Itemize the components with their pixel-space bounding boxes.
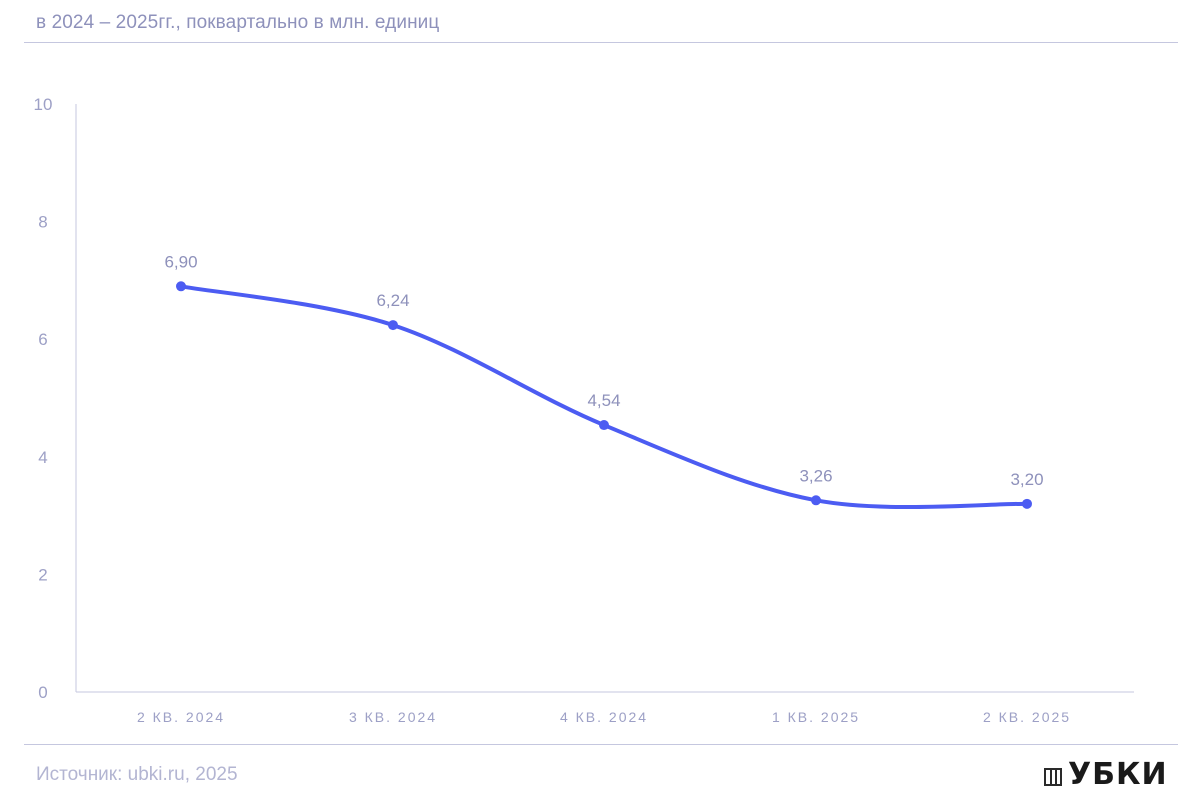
data-point: [1022, 498, 1032, 509]
ubki-logo: УБКИ: [1044, 760, 1168, 790]
x-tick-label: 2 КВ. 2025: [983, 709, 1071, 725]
data-point: [811, 495, 821, 506]
series-quarterly: 6,90 6,24 4,54 3,26 3,20: [164, 252, 1044, 510]
data-point: [388, 320, 398, 331]
data-label: 3,26: [799, 466, 832, 485]
y-tick-label: 8: [38, 213, 47, 232]
x-tick-label: 4 КВ. 2024: [560, 709, 648, 725]
line-chart: 0 2 4 6 8 10 2 КВ. 2024 3 КВ. 2024 4 КВ. 2024 1 …: [34, 95, 1134, 725]
logo-mark-icon: [1044, 768, 1062, 786]
data-point: [176, 281, 186, 292]
y-tick-label: 0: [38, 683, 47, 702]
source-note: Источник: ubki.ru, 2025: [36, 764, 238, 785]
x-tick-label: 3 КВ. 2024: [349, 709, 437, 725]
logo-text: УБКИ: [1068, 757, 1168, 792]
data-label: 6,90: [164, 252, 197, 271]
y-tick-label: 4: [38, 448, 47, 467]
y-axis: 0 2 4 6 8 10: [34, 95, 77, 702]
data-label: 6,24: [376, 291, 409, 310]
y-tick-label: 10: [34, 95, 53, 114]
header-divider: [24, 42, 1178, 43]
chart-subtitle: в 2024 – 2025гг., поквартально в млн. ед…: [36, 12, 440, 33]
y-tick-label: 2: [38, 565, 47, 584]
x-tick-label: 2 КВ. 2024: [137, 709, 225, 725]
x-axis: 2 КВ. 2024 3 КВ. 2024 4 КВ. 2024 1 КВ. 2025…: [76, 691, 1134, 725]
data-label: 4,54: [587, 391, 620, 410]
data-point: [599, 420, 609, 431]
footer-divider: [24, 744, 1178, 745]
data-label: 3,20: [1010, 470, 1043, 489]
x-tick-label: 1 КВ. 2025: [772, 709, 860, 725]
y-tick-label: 6: [38, 330, 47, 349]
